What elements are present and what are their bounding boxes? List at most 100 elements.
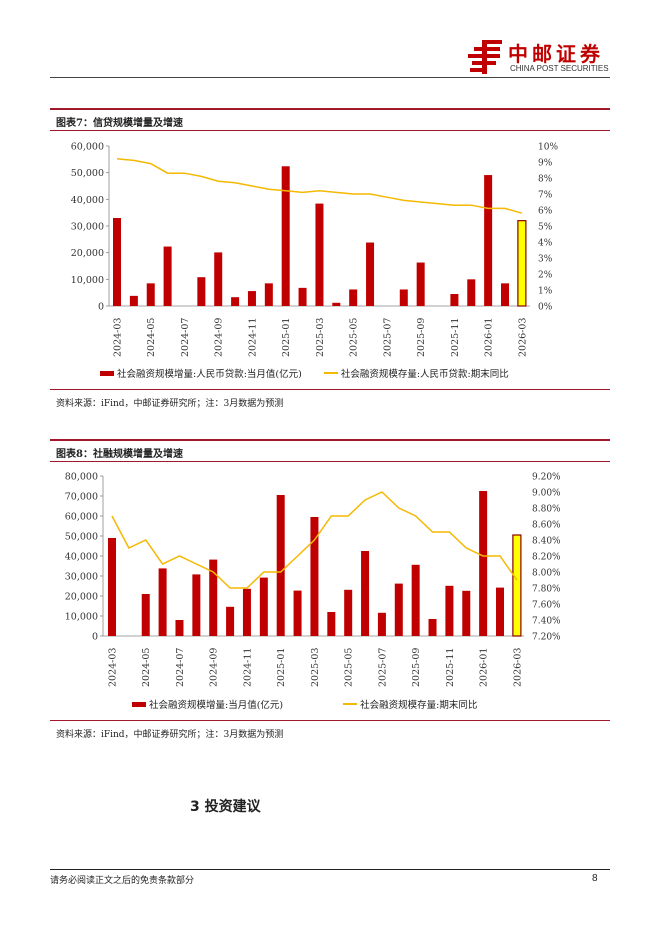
right-axis-tick-label: 9% [538, 159, 553, 169]
bar [108, 538, 116, 636]
left-axis-tick-label: 10,000 [71, 275, 104, 286]
x-axis-tick-label: 2025-09 [411, 648, 422, 687]
figure8-top-rule [50, 439, 610, 441]
right-axis-tick-label: 7.40% [532, 617, 561, 627]
x-axis-tick-label: 2025-11 [450, 318, 461, 357]
left-axis-tick-label: 0 [98, 302, 104, 313]
bar [496, 587, 505, 636]
figure8-chart: 0 10,000 20,000 30,000 40,000 50,000 60,000 70,… [65, 472, 561, 688]
left-axis-tick-label: 10,000 [65, 612, 98, 623]
x-axis-tick-label: 2025-11 [445, 648, 456, 687]
right-axis-tick-label: 10% [538, 143, 558, 153]
figure8-title-rule [50, 461, 610, 462]
x-axis-tick-label: 2025-03 [315, 318, 326, 357]
bar [467, 279, 476, 306]
bar [349, 289, 358, 306]
right-axis-tick-label: 3% [538, 255, 553, 265]
section-heading: 3 投资建议 [190, 799, 261, 815]
figure8-legend: 社会融资规模增量:当月值(亿元) 社会融资规模存量:期末同比 [132, 697, 477, 711]
x-axis-tick-label: 2025-07 [377, 648, 388, 687]
x-axis-tick-label: 2025-05 [344, 648, 355, 687]
right-axis-tick-label: 5% [538, 223, 553, 233]
x-axis-tick-label: 2024-07 [175, 648, 186, 687]
page-number: 8 [592, 873, 598, 884]
figure7-source: 资料来源：iFind，中邮证券研究所；注：3月数据为预测 [56, 399, 284, 409]
footer-disclaimer: 请务必阅读正文之后的免责条款部分 [50, 876, 195, 886]
left-axis-tick-label: 0 [92, 632, 98, 643]
company-logo: 中邮证券 CHINA POST SECURITIES [468, 38, 613, 76]
x-axis-tick-label: 2025-07 [382, 318, 393, 357]
bar [462, 590, 471, 636]
figure8-title: 图表8：社融规模增量及增速 [56, 449, 183, 460]
right-axis-tick-label: 4% [538, 239, 553, 249]
right-axis-tick-label: 9.00% [532, 489, 561, 499]
bar [298, 287, 307, 306]
x-axis-tick-label: 2026-01 [479, 648, 490, 687]
bar [129, 295, 138, 306]
figure7-title-rule [50, 130, 610, 131]
x-axis-tick-label: 2024-03 [108, 648, 119, 687]
bar [247, 291, 256, 306]
right-axis-tick-label: 7.60% [532, 601, 561, 611]
forecast-bar [512, 534, 522, 637]
left-axis-tick-label: 40,000 [71, 195, 104, 206]
x-axis-tick-label: 2024-05 [146, 318, 157, 357]
bar [377, 612, 386, 636]
x-axis-tick-label: 2026-03 [517, 318, 528, 357]
left-axis-tick-label: 60,000 [65, 512, 98, 523]
bar [450, 294, 459, 306]
left-axis-tick-label: 20,000 [71, 248, 104, 259]
figure7-legend: 社会融资规模增量:人民币贷款:当月值(亿元) 社会融资规模存量:人民币贷款:期末… [100, 366, 509, 380]
bar [231, 297, 240, 306]
x-axis-tick-label: 2024-07 [180, 318, 191, 357]
footer-divider [50, 869, 610, 870]
bar [428, 619, 437, 636]
left-axis-tick-label: 40,000 [65, 552, 98, 563]
bar [264, 283, 273, 306]
right-axis-tick-label: 8.60% [532, 521, 561, 531]
x-axis-tick-label: 2024-11 [242, 648, 253, 687]
bar [344, 589, 353, 636]
bar [394, 583, 403, 636]
logo-chinese-text: 中邮证券 [508, 42, 604, 66]
x-axis-tick-label: 2024-03 [113, 318, 124, 357]
left-axis-tick-label: 50,000 [71, 168, 104, 179]
left-axis-tick-label: 30,000 [65, 572, 98, 583]
bar [226, 606, 235, 636]
bar [501, 283, 510, 306]
bar [327, 612, 336, 636]
x-axis-tick-label: 2024-11 [247, 318, 258, 357]
bar [141, 594, 150, 636]
left-axis-tick-label: 20,000 [65, 592, 98, 603]
bar [158, 568, 167, 636]
bar [361, 551, 370, 636]
right-axis-tick-label: 2% [538, 271, 553, 281]
right-axis-tick-label: 7.80% [532, 585, 561, 595]
x-axis-tick-label: 2025-01 [276, 648, 287, 687]
right-axis-tick-label: 8.40% [532, 537, 561, 547]
bar [259, 577, 268, 636]
bar [366, 242, 375, 306]
legend-line-label: 社会融资规模存量:期末同比 [360, 700, 478, 711]
right-axis-tick-label: 1% [538, 287, 553, 297]
legend-bar-label: 社会融资规模增量:人民币贷款:当月值(亿元) [117, 369, 302, 380]
legend-bar-swatch [100, 370, 114, 376]
bar [445, 585, 454, 636]
left-axis-tick-label: 60,000 [71, 142, 104, 153]
bar [163, 246, 172, 306]
logo-english-text: CHINA POST SECURITIES [510, 64, 609, 73]
bar [192, 574, 201, 636]
legend-line-label: 社会融资规模存量:人民币贷款:期末同比 [340, 369, 509, 380]
bar [411, 564, 420, 636]
bar [310, 517, 319, 636]
figure7-bottom-rule [50, 389, 610, 390]
x-axis-tick-label: 2025-09 [416, 318, 427, 357]
x-axis-tick-label: 2024-05 [141, 648, 152, 687]
left-axis-tick-label: 80,000 [65, 472, 98, 483]
bar [416, 262, 425, 306]
left-axis-tick-label: 70,000 [65, 492, 98, 503]
figure7-top-rule [50, 108, 610, 110]
bar [276, 495, 285, 636]
x-axis-tick-label: 2026-03 [512, 648, 523, 687]
bar [197, 277, 206, 306]
